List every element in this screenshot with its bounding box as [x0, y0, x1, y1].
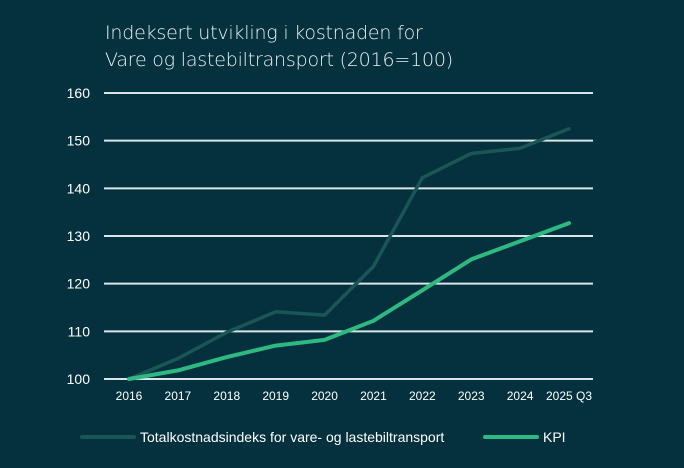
legend-item-total: Totalkostnadsindeks for vare- og lastebi… [80, 429, 444, 445]
y-tick-label: 110 [68, 323, 91, 339]
chart-title: Indeksert utvikling i kostnaden for Vare… [105, 20, 453, 74]
chart-title-line-1: Indeksert utvikling i kostnaden for [105, 22, 423, 44]
x-tick-label: 2019 [262, 389, 289, 403]
y-tick-label: 150 [67, 133, 91, 149]
y-tick-label: 130 [67, 228, 91, 244]
y-tick-label: 140 [67, 180, 91, 196]
series-line-kpi [127, 221, 571, 381]
x-tick-label: 2016 [116, 389, 143, 403]
x-tick-label: 2021 [360, 389, 387, 403]
y-tick-label: 120 [67, 276, 91, 292]
gridlines [104, 92, 593, 380]
legend: Totalkostnadsindeks for vare- og lastebi… [0, 429, 684, 449]
x-tick-label: 2020 [311, 389, 338, 403]
x-tick-label: 2025 Q3 [546, 389, 592, 403]
legend-swatch-kpi [483, 435, 539, 439]
legend-item-kpi: KPI [483, 429, 566, 445]
series-line-total [127, 127, 571, 381]
series-lines [127, 127, 571, 381]
legend-label-total: Totalkostnadsindeks for vare- og lastebi… [140, 429, 445, 445]
chart-title-line-2: Vare og lastebiltransport (2016=100) [105, 49, 453, 71]
legend-label-kpi: KPI [543, 429, 566, 445]
x-tick-label: 2018 [213, 389, 240, 403]
y-tick-label: 160 [67, 85, 91, 101]
x-axis-ticks: 2016 2017 2018 2019 2020 2021 2022 2023 2024 2025… [116, 389, 593, 403]
x-tick-label: 2023 [458, 389, 485, 403]
x-tick-label: 2024 [507, 389, 534, 403]
x-tick-label: 2017 [165, 389, 192, 403]
x-tick-label: 2022 [409, 389, 436, 403]
y-axis-ticks: 100 110 120 130 140 150 160 [67, 85, 91, 387]
legend-swatch-total [80, 435, 136, 439]
y-tick-label: 100 [67, 371, 91, 387]
